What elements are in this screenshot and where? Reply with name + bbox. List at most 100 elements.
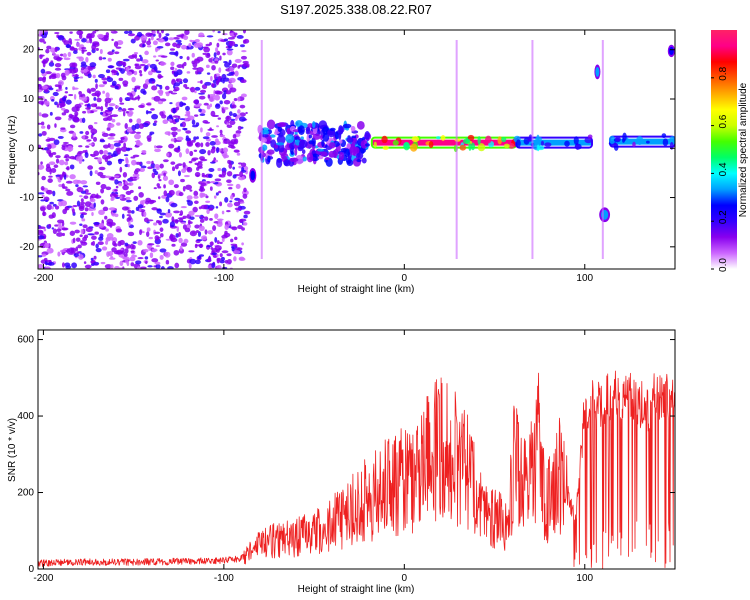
heat-cell	[156, 208, 162, 214]
heat-cell	[113, 140, 120, 143]
heat-cell	[214, 213, 219, 219]
heat-cell	[151, 113, 159, 120]
heat-cell	[127, 182, 134, 186]
heat-cell	[42, 61, 46, 68]
heat-cell	[54, 46, 58, 53]
heat-cell	[55, 158, 60, 164]
heat-cell	[119, 239, 125, 246]
heat-cell	[176, 136, 184, 141]
heat-cell	[211, 262, 216, 269]
heat-cell	[126, 128, 133, 133]
heatmap-streak-2	[531, 40, 534, 259]
heat-cell	[158, 220, 163, 226]
heat-cell	[208, 95, 215, 102]
heat-cell	[173, 84, 176, 89]
heat-cell	[46, 45, 52, 50]
heat-cell	[82, 69, 88, 74]
spur-core	[668, 46, 674, 56]
heat-cell	[661, 133, 667, 139]
heat-cell	[151, 160, 154, 165]
heat-cell	[157, 100, 164, 105]
heat-cell	[468, 143, 472, 151]
heat-cell	[137, 240, 143, 246]
heat-cell	[66, 145, 74, 152]
heat-cell	[83, 195, 89, 200]
heat-cell	[152, 30, 156, 35]
heat-cell	[191, 139, 196, 143]
x-tick-label-0: -200	[33, 573, 53, 584]
heat-cell	[226, 210, 231, 213]
heat-cell	[198, 108, 202, 113]
heat-cell	[428, 141, 434, 148]
heat-cell	[144, 50, 149, 56]
heat-cell	[200, 216, 205, 219]
heat-cell	[54, 84, 60, 88]
heat-cell	[73, 50, 78, 55]
heatmap-feature-2	[257, 119, 372, 168]
heat-cell	[114, 175, 120, 178]
heat-cell	[214, 94, 221, 101]
heat-cell	[115, 185, 119, 189]
heat-cell	[209, 241, 214, 246]
heat-cell	[73, 76, 80, 79]
heat-cell	[158, 196, 161, 200]
heat-cell	[218, 67, 222, 74]
heat-cell	[80, 61, 87, 66]
heat-cell	[159, 233, 164, 238]
heat-cell	[238, 256, 245, 261]
heat-cell	[242, 222, 248, 226]
heat-cell	[61, 107, 66, 111]
heat-cell	[485, 135, 492, 144]
heat-cell	[179, 118, 186, 121]
heat-cell	[197, 103, 202, 106]
heat-cell	[364, 130, 371, 140]
heat-cell	[229, 120, 236, 126]
heat-cell	[205, 142, 210, 147]
heat-cell	[93, 97, 97, 101]
heat-cell	[202, 46, 209, 49]
heat-cell	[134, 123, 140, 130]
heat-cell	[98, 209, 105, 216]
heat-cell	[121, 206, 129, 211]
heat-cell	[132, 173, 140, 177]
heat-cell	[233, 138, 239, 145]
heat-cell	[170, 92, 178, 95]
heat-cell	[40, 206, 46, 212]
heat-cell	[39, 230, 44, 234]
heat-cell	[226, 179, 232, 183]
heat-cell	[214, 159, 219, 163]
heat-cell	[240, 93, 247, 98]
heat-cell	[138, 123, 144, 129]
heat-cell	[98, 236, 104, 241]
heat-cell	[126, 261, 130, 267]
heat-cell	[114, 266, 120, 269]
heat-cell	[211, 135, 218, 138]
heat-cell	[411, 136, 420, 143]
heat-cell	[234, 58, 242, 63]
heat-cell	[168, 179, 175, 186]
heat-cell	[137, 257, 144, 260]
heat-cell	[197, 161, 203, 164]
heat-cell	[118, 77, 124, 82]
heat-cell	[302, 156, 307, 162]
heat-cell	[205, 53, 211, 59]
heat-cell	[608, 135, 616, 144]
heat-cell	[134, 140, 141, 143]
heat-cell	[172, 115, 180, 118]
heat-cell	[180, 206, 187, 209]
heat-cell	[157, 75, 164, 78]
heat-cell	[69, 155, 76, 160]
heat-cell	[81, 49, 88, 52]
heat-cell	[141, 59, 149, 64]
heat-cell	[231, 104, 237, 109]
heat-cell	[221, 73, 227, 80]
heat-cell	[141, 199, 146, 204]
heat-cell	[178, 192, 184, 197]
heat-cell	[126, 71, 133, 76]
heat-cell	[219, 241, 223, 245]
heat-cell	[100, 199, 105, 205]
heat-cell	[219, 55, 222, 61]
heat-cell	[186, 111, 191, 118]
heat-cell	[153, 170, 159, 176]
heat-cell	[45, 138, 51, 142]
